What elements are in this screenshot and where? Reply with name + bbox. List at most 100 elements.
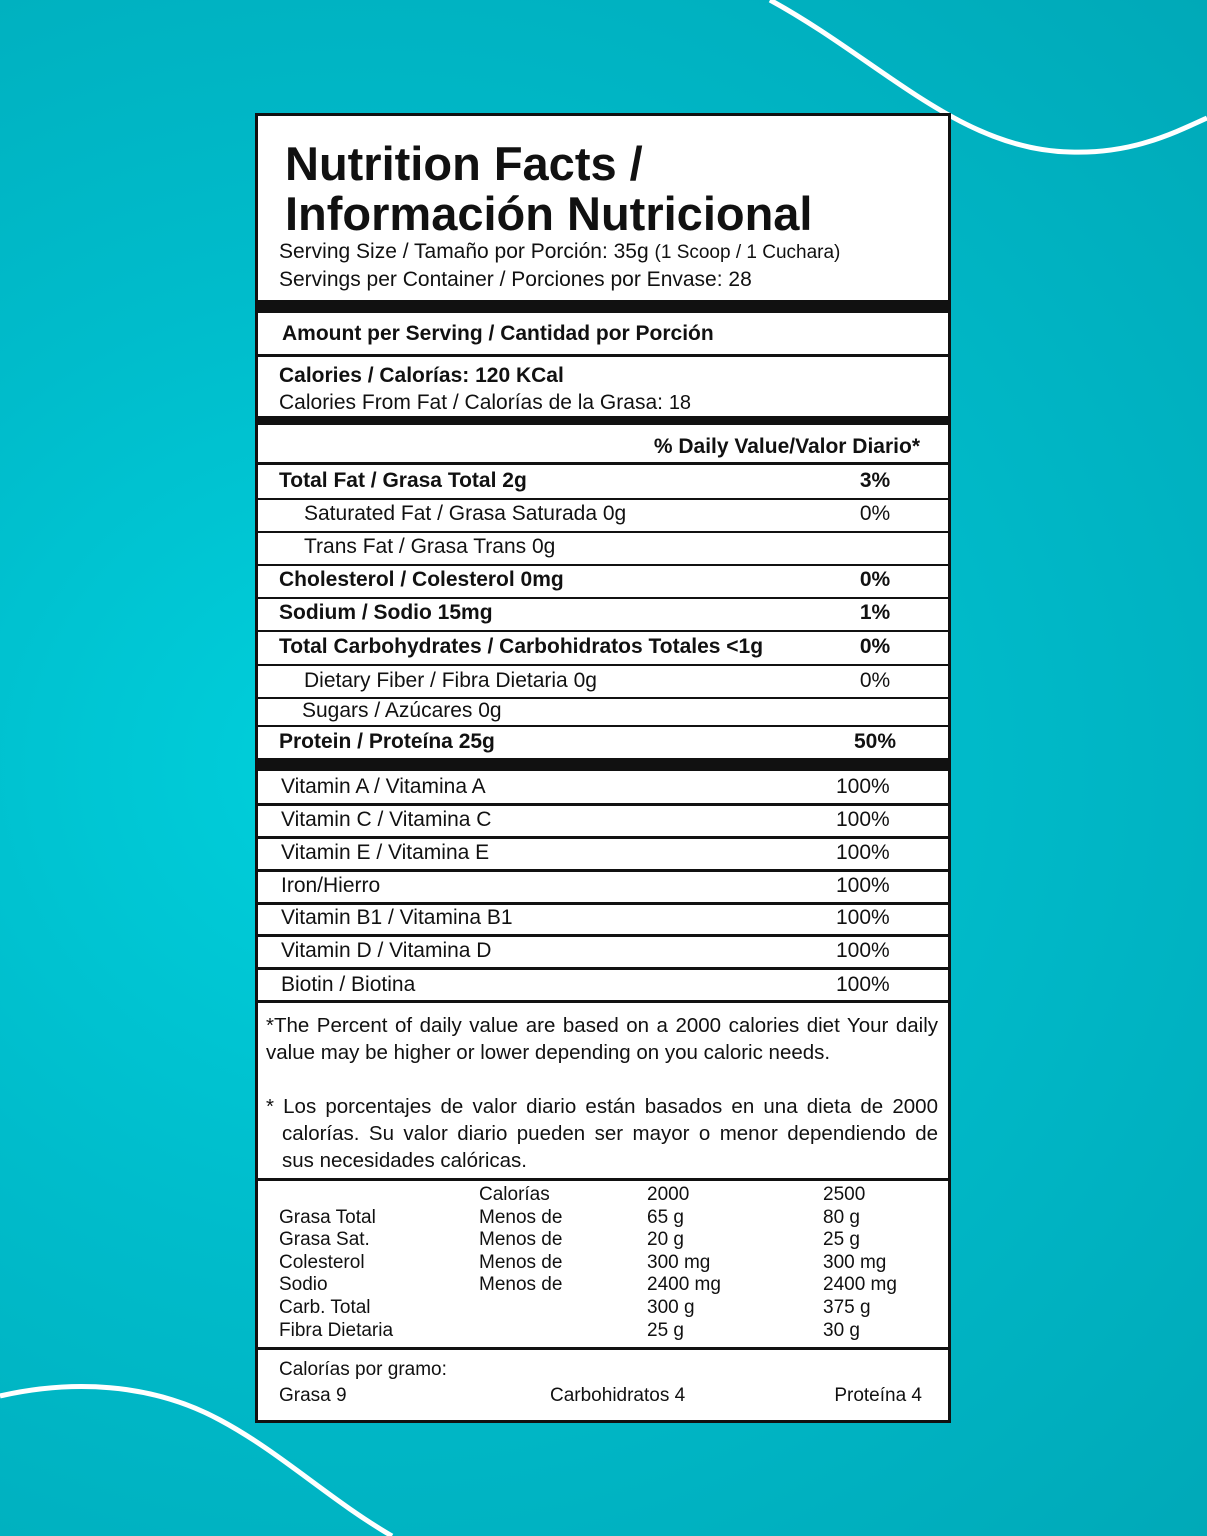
label: Calories / Calorías:: [279, 364, 470, 387]
nutrient-label: Sodium / Sodio 15mg: [279, 601, 493, 624]
ref-cell: 80 g: [823, 1206, 860, 1228]
amount-per-serving: Amount per Serving / Cantidad por Porció…: [282, 322, 714, 345]
vitamin-label: Vitamin C / Vitamina C: [281, 808, 492, 831]
vitamin-label: Iron/Hierro: [281, 874, 381, 897]
ref-cell: Fibra Dietaria: [279, 1319, 394, 1341]
vitamin-label: Vitamin A / Vitamina A: [281, 775, 486, 798]
rule: [258, 934, 948, 937]
title: Nutrition Facts /: [285, 137, 643, 190]
ref-cell: Menos de: [479, 1274, 563, 1296]
ref-cell: 25 g: [647, 1319, 684, 1341]
footnote-es: * Los porcentajes de valor diario están …: [266, 1095, 938, 1172]
thick-rule: [258, 758, 948, 771]
ref-cell: Colesterol: [279, 1251, 365, 1273]
nutrient-label: Sugars / Azúcares 0g: [302, 699, 502, 722]
nutrient-label: Saturated Fat / Grasa Saturada 0g: [304, 502, 627, 525]
daily-value: 0%: [859, 669, 891, 692]
curve: [768, 0, 1207, 155]
ref-cell: Grasa Total: [279, 1206, 376, 1228]
value: 18: [668, 392, 692, 414]
nutrient-label: Total Fat / Grasa Total 2g: [279, 469, 527, 492]
thick-rule: [258, 300, 948, 313]
rule: [258, 462, 948, 465]
daily-value: 1%: [859, 601, 891, 624]
label: Calories From Fat / Calorías de la Grasa…: [279, 391, 663, 414]
ref-cell: Grasa Sat.: [279, 1229, 370, 1251]
rule: [258, 664, 948, 666]
ref-cell: Menos de: [479, 1251, 563, 1273]
daily-value: 100%: [836, 939, 890, 962]
ref-cell: 300 mg: [647, 1251, 711, 1273]
rule: [258, 597, 948, 599]
calories: Calories / Calorías: 120 KCal: [279, 364, 564, 388]
title: Información Nutricional: [285, 187, 813, 240]
ref-cell: Menos de: [479, 1229, 563, 1251]
rule: [258, 1347, 948, 1350]
rule: [258, 1178, 948, 1181]
daily-value: 100%: [836, 841, 890, 864]
footnote-en: *The Percent of daily value are based on…: [266, 1014, 938, 1064]
rule: [258, 531, 948, 533]
daily-value: 0%: [859, 568, 891, 591]
ref-header: Calorías: [479, 1184, 550, 1205]
calories-from-fat: Calories From Fat / Calorías de la Grasa…: [279, 391, 691, 415]
daily-value: 100%: [836, 973, 890, 996]
label: Servings per Container / Porciones por E…: [279, 268, 723, 291]
ref-cell: Carb. Total: [279, 1297, 371, 1318]
ref-header: 2500: [823, 1184, 866, 1205]
daily-value: 0%: [859, 502, 891, 525]
servings-per-container: Servings per Container / Porciones por E…: [279, 268, 752, 292]
calories-per-gram: Proteína 4: [834, 1385, 922, 1406]
rule: [258, 836, 948, 839]
rule: [258, 803, 948, 806]
value: 35g: [613, 240, 649, 263]
rule: [258, 725, 948, 727]
nutrient-label: Cholesterol / Colesterol 0mg: [279, 568, 564, 591]
ref-cell: 2400 mg: [647, 1274, 721, 1296]
ref-cell: 25 g: [823, 1229, 860, 1251]
daily-value: 100%: [836, 775, 890, 798]
ref-cell: Sodio: [279, 1274, 328, 1296]
vitamin-label: Biotin / Biotina: [281, 973, 416, 996]
ref-cell: 2400 mg: [823, 1274, 897, 1296]
daily-value: 50%: [853, 730, 897, 753]
rule: [258, 697, 948, 699]
ref-cell: 30 g: [823, 1319, 860, 1341]
rule: [258, 967, 948, 970]
daily-value: 0%: [859, 635, 891, 658]
ref-header: 2000: [647, 1184, 690, 1205]
nutrient-label: Dietary Fiber / Fibra Dietaria 0g: [304, 669, 597, 692]
nutrient-label: Trans Fat / Grasa Trans 0g: [304, 535, 556, 558]
rule: [258, 564, 948, 566]
ref-cell: Menos de: [479, 1206, 563, 1228]
rule: [258, 902, 948, 905]
calories-per-gram: Carbohidratos 4: [550, 1385, 686, 1406]
vitamin-label: Vitamin E / Vitamina E: [281, 841, 490, 864]
rule: [258, 1000, 948, 1003]
curve: [0, 1384, 394, 1536]
daily-value: 100%: [836, 874, 890, 897]
ref-cell: 300 mg: [823, 1251, 887, 1273]
rule: [258, 498, 948, 500]
rule: [258, 869, 948, 872]
daily-value-header: % Daily Value/Valor Diario*: [653, 435, 920, 458]
label: Serving Size / Tamaño por Porción:: [279, 240, 608, 263]
vitamin-label: Vitamin B1 / Vitamina B1: [281, 906, 513, 929]
vitamin-label: Vitamin D / Vitamina D: [281, 939, 492, 962]
nutrition-label: Nutrition Facts / Información Nutriciona…: [255, 113, 951, 1423]
daily-value: 100%: [836, 808, 890, 831]
value: 120 KCal: [475, 364, 564, 387]
nutrient-label: Total Carbohydrates / Carbohidratos Tota…: [279, 635, 764, 658]
rule: [258, 354, 948, 357]
note: (1 Scoop / 1 Cuchara): [654, 242, 841, 263]
nutrient-label: Protein / Proteína 25g: [279, 730, 495, 753]
calories-per-gram: Grasa 9: [279, 1385, 347, 1406]
calories-per-gram-title: Calorías por gramo:: [279, 1359, 447, 1380]
ref-cell: 300 g: [647, 1297, 695, 1318]
value: 28: [728, 268, 752, 291]
ref-cell: 375 g: [823, 1297, 871, 1318]
daily-value: 3%: [859, 469, 891, 492]
thick-rule: [258, 416, 948, 425]
